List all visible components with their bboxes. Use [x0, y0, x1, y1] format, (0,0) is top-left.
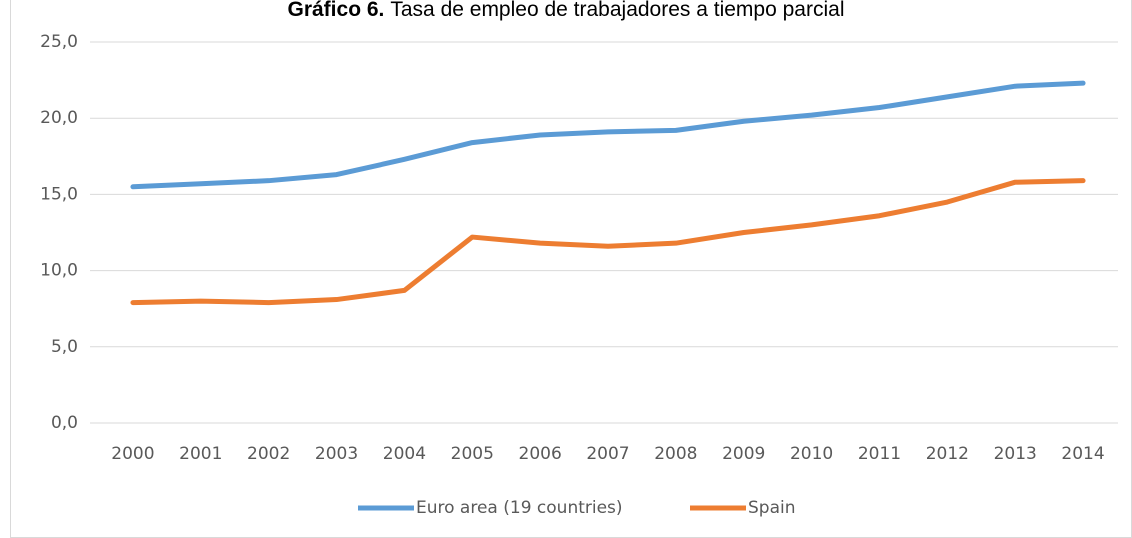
y-tick-label: 0,0 [51, 413, 78, 433]
y-tick-label: 25,0 [40, 32, 78, 52]
title-label: Gráfico 6. [288, 0, 385, 21]
legend-label: Euro area (19 countries) [416, 498, 623, 518]
x-tick-label: 2010 [790, 444, 833, 464]
x-tick-label: 2002 [247, 444, 290, 464]
x-tick-label: 2006 [519, 444, 562, 464]
x-tick-label: 2004 [383, 444, 426, 464]
x-tick-label: 2013 [994, 444, 1037, 464]
x-tick-label: 2008 [654, 444, 697, 464]
x-tick-label: 2011 [858, 444, 901, 464]
line-series [130, 80, 1086, 190]
chart-frame [10, 0, 1132, 538]
x-tick-label: 2000 [111, 444, 154, 464]
title-text: Tasa de empleo de trabajadores a tiempo … [390, 0, 844, 21]
x-tick-label: 2003 [315, 444, 358, 464]
x-tick-label: 2009 [722, 444, 765, 464]
y-tick-label: 20,0 [40, 108, 78, 128]
x-tick-label: 2005 [451, 444, 494, 464]
x-tick-label: 2001 [179, 444, 222, 464]
chart-title: Gráfico 6. Tasa de empleo de trabajadores… [288, 0, 845, 21]
x-tick-label: 2012 [926, 444, 969, 464]
x-tick-label: 2007 [586, 444, 629, 464]
y-tick-label: 15,0 [40, 184, 78, 204]
y-tick-label: 10,0 [40, 261, 78, 281]
y-tick-label: 5,0 [51, 337, 78, 357]
x-tick-label: 2014 [1061, 444, 1104, 464]
legend-label: Spain [748, 498, 796, 518]
line-series [130, 178, 1086, 306]
